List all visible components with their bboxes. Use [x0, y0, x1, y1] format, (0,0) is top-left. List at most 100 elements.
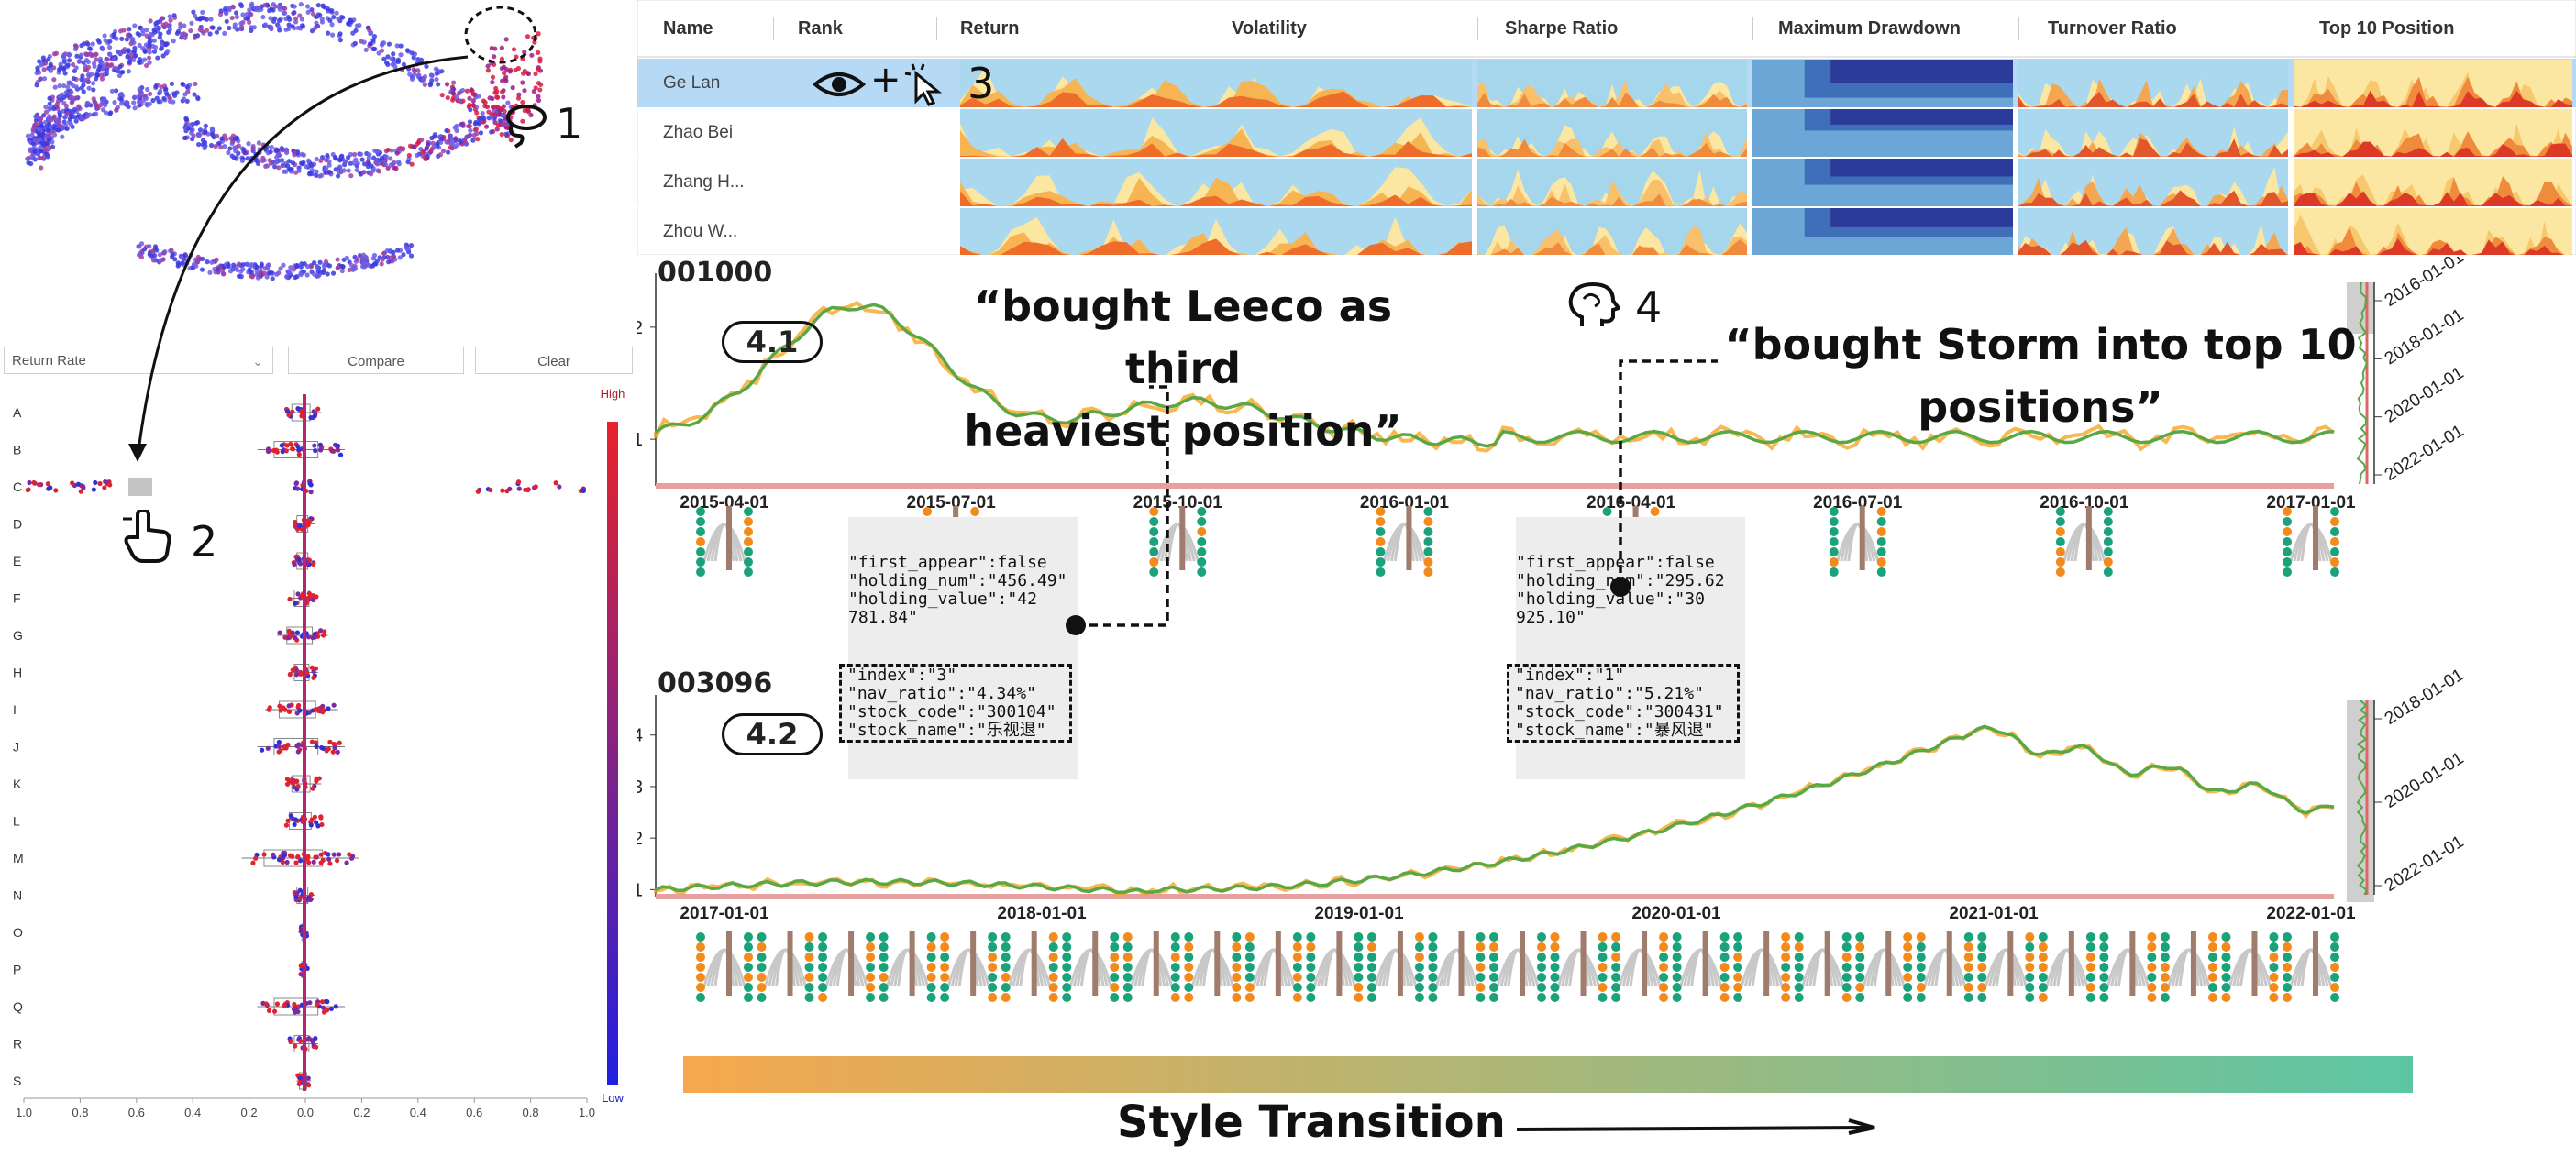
scatter-point — [408, 253, 415, 259]
scatter-point — [314, 264, 320, 270]
glyph-dot — [744, 507, 753, 516]
x-tick-label: 2019-01-01 — [1314, 904, 1404, 923]
glyph-dot — [1829, 507, 1839, 516]
scatter-point — [363, 47, 369, 52]
scatter-point — [503, 66, 509, 72]
glyph-dot — [1001, 932, 1011, 942]
scatter-point — [131, 100, 137, 105]
column-header-name[interactable]: Name — [663, 18, 713, 39]
glyph-dot — [1170, 993, 1180, 1002]
glyph-dot — [1110, 973, 1120, 982]
table-row-zhang-h[interactable]: Zhang H... — [637, 158, 2576, 207]
glyph-dot — [1376, 537, 1386, 546]
scatter-point — [61, 52, 67, 58]
scatter-point — [231, 155, 238, 160]
column-header-turnover-ratio[interactable]: Turnover Ratio — [2048, 18, 2177, 39]
column-header-sharpe-ratio[interactable]: Sharpe Ratio — [1505, 18, 1619, 39]
clear-button[interactable]: Clear — [475, 347, 633, 374]
table-row-zhou-w[interactable]: Zhou W... — [637, 207, 2576, 257]
scatter-point — [238, 2, 244, 7]
scatter-point — [369, 30, 374, 36]
glyph-dot — [1855, 953, 1865, 962]
scatter-point — [229, 15, 235, 21]
box-point — [293, 817, 298, 822]
metric-boxplot[interactable]: A B C D E F G H I J K L M N O P Q R S 1.0 0.8 0.6 0.4 0.2 0.0 0.2… — [0, 385, 633, 1123]
glyph-bar — [1580, 931, 1587, 996]
column-header-rank[interactable]: Rank — [798, 18, 843, 39]
glyph-dot — [1376, 567, 1386, 577]
box-point — [27, 479, 32, 486]
holding-glyph — [2038, 931, 2095, 1002]
scatter-point — [41, 76, 48, 82]
glyph-dot — [2085, 993, 2095, 1002]
glyph-dot — [1916, 942, 1926, 952]
scatter-point — [307, 170, 313, 175]
holding-glyph — [2283, 931, 2339, 1002]
column-header-top10-position[interactable]: Top 10 Position — [2319, 18, 2455, 39]
box-point — [284, 777, 290, 782]
scatter-point — [489, 45, 494, 51]
box-point — [475, 489, 481, 494]
scatter-point — [50, 144, 56, 149]
scatter-point — [466, 123, 471, 129]
box-point — [70, 480, 75, 486]
box-point — [286, 413, 292, 418]
glyph-dot — [1489, 973, 1498, 982]
glyph-dot — [744, 932, 753, 942]
nav-line-chart-003096[interactable]: 4 3 2 1 2017-01-01 2018-01-01 2019-01-01 2020-0… — [637, 667, 2576, 1144]
glyph-dot — [2099, 973, 2109, 982]
scatter-point — [239, 24, 245, 29]
y-tick-label: 2 — [637, 829, 643, 849]
scatter-point — [310, 11, 316, 17]
glyph-dot — [1602, 507, 1612, 516]
scatter-point — [401, 146, 406, 151]
column-header-max-drawdown[interactable]: Maximum Drawdown — [1778, 18, 1961, 39]
scatter-point — [71, 75, 76, 82]
column-header-volatility[interactable]: Volatility — [1232, 18, 1307, 39]
scatter-point — [501, 112, 506, 117]
scatter-point — [107, 39, 113, 44]
compare-button[interactable]: Compare — [288, 347, 464, 374]
metric-select[interactable]: Return Rate ⌄ — [4, 347, 273, 374]
box-points — [277, 628, 327, 643]
scatter-point — [124, 99, 129, 105]
box-point — [274, 1001, 281, 1007]
projection-scatter-panel[interactable] — [0, 0, 633, 330]
box-point — [265, 448, 271, 455]
scatter-point — [329, 8, 335, 14]
glyph-dot — [1963, 953, 1973, 962]
scatter-point — [128, 53, 134, 59]
box-point — [93, 479, 98, 486]
glyph-dot — [2038, 963, 2048, 972]
glyph-dot — [1781, 953, 1791, 962]
box-point — [281, 705, 286, 711]
scatter-point — [149, 248, 156, 254]
glyph-dot — [2283, 993, 2292, 1002]
box-points — [283, 406, 321, 421]
scatter-point — [460, 121, 466, 127]
glyph-dot — [1781, 993, 1791, 1002]
glyph-bar — [2313, 506, 2318, 570]
scatter-point — [72, 106, 78, 113]
glyph-bar — [787, 931, 793, 996]
glyph-dot — [2055, 567, 2065, 577]
scatter-point — [371, 252, 378, 259]
box-point — [580, 488, 586, 493]
scatter-point — [58, 61, 63, 67]
glyph-dot — [1122, 993, 1133, 1002]
glyph-bar — [1520, 931, 1525, 996]
column-header-return[interactable]: Return — [960, 18, 1020, 39]
glyph-dot — [2160, 993, 2170, 1002]
table-row-zhao-bei[interactable]: Zhao Bei — [637, 108, 2576, 158]
scatter-point — [386, 259, 392, 265]
box-point — [507, 486, 513, 491]
scatter-point — [124, 37, 129, 42]
glyph-dot — [696, 537, 705, 546]
glyph-dot — [1376, 517, 1386, 526]
scatter-point — [203, 123, 208, 129]
box-point — [314, 1044, 319, 1050]
projection-scatter-plot[interactable] — [0, 0, 633, 330]
glyph-bar — [1859, 506, 1865, 570]
glyph-dot — [1733, 963, 1743, 972]
glyph-dot — [1650, 507, 1660, 516]
